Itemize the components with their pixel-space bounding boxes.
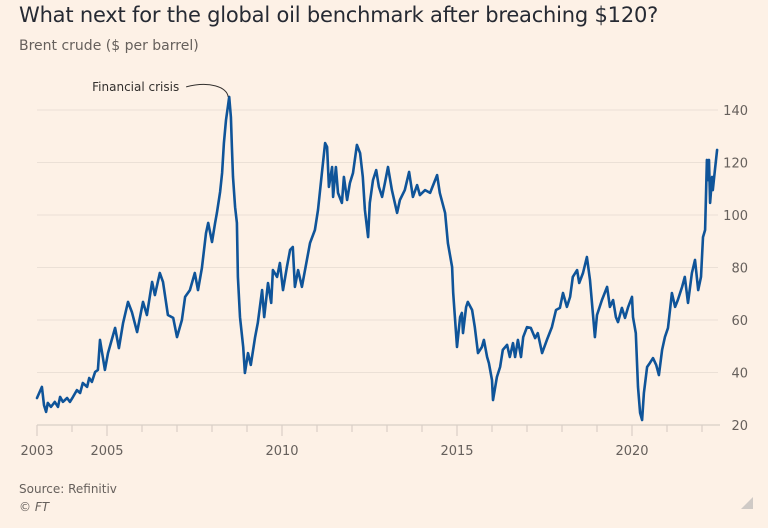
annotation-label: Financial crisis (92, 80, 179, 94)
series-layer (35, 95, 719, 422)
annotations: Financial crisis (92, 80, 229, 97)
y-tick-label: 60 (731, 314, 748, 329)
y-tick-label: 80 (731, 262, 748, 277)
chart-title: What next for the global oil benchmark a… (19, 3, 659, 27)
source-note: Source: Refinitiv (19, 482, 117, 496)
annotation-connector (186, 84, 229, 97)
x-tick-label: 2005 (90, 444, 123, 459)
y-tick-label: 100 (723, 209, 748, 224)
x-tick-label: 2020 (615, 444, 648, 459)
y-tick-label: 20 (731, 419, 748, 434)
series-line-brent-crude (35, 95, 719, 422)
y-tick-label: 140 (723, 104, 748, 119)
y-tick-label: 120 (723, 157, 748, 172)
y-axis: 20 40 60 80 100 120 140 (723, 104, 748, 434)
gridlines (37, 109, 718, 373)
x-tick-label: 2015 (440, 444, 473, 459)
y-tick-label: 40 (731, 367, 748, 382)
x-tick-label: 2010 (265, 444, 298, 459)
resize-grip-icon[interactable] (741, 497, 753, 509)
x-axis: 2003 2005 2010 2015 2020 (20, 424, 720, 459)
copyright-note: © FT (19, 500, 50, 514)
chart-subtitle: Brent crude ($ per barrel) (19, 38, 199, 54)
x-tick-label: 2003 (20, 444, 53, 459)
